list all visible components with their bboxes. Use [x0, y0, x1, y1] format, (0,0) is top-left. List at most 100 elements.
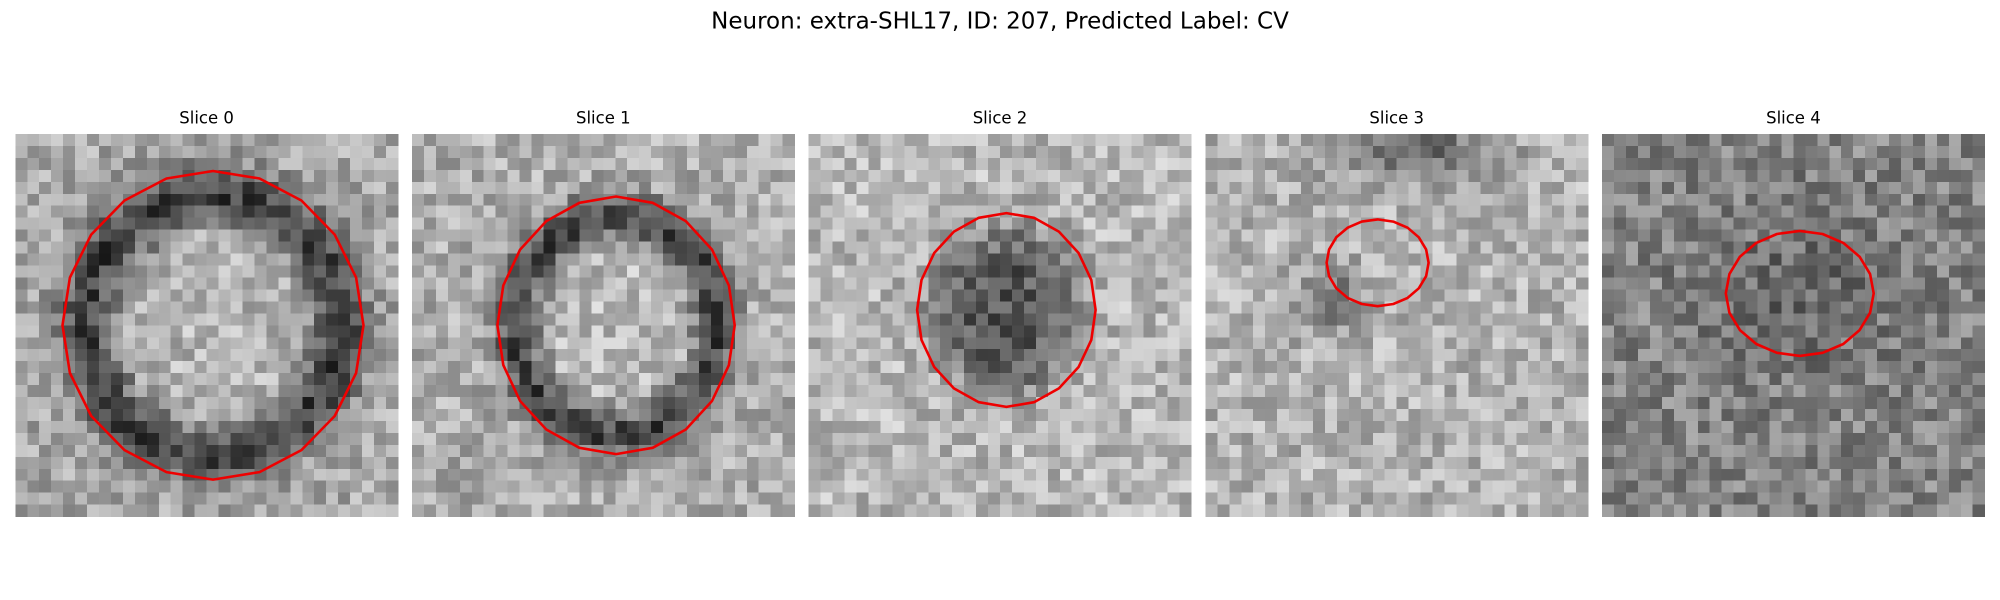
pixel [1265, 229, 1278, 243]
pixel [1769, 277, 1782, 290]
pixel [1143, 432, 1156, 446]
pixel [1576, 373, 1589, 386]
pixel [87, 444, 100, 458]
pixel [832, 504, 845, 517]
pixel [1697, 145, 1711, 159]
pixel [651, 265, 664, 278]
pixel [1853, 301, 1866, 314]
pixel [1468, 253, 1481, 266]
pixel [615, 504, 628, 517]
pixel [1456, 444, 1469, 458]
pixel [1576, 193, 1589, 207]
pixel [350, 145, 363, 159]
pixel [1709, 217, 1723, 231]
pixel [1793, 205, 1806, 219]
pixel [868, 157, 881, 171]
pixel [87, 301, 100, 314]
pixel [651, 157, 664, 171]
pixel [1614, 373, 1627, 386]
pixel [1805, 385, 1818, 398]
pixel [808, 361, 822, 374]
pixel [734, 217, 748, 231]
pixel [1059, 193, 1073, 207]
pixel [1011, 408, 1025, 422]
pixel [75, 205, 88, 219]
pixel [1107, 205, 1120, 219]
pixel [1793, 301, 1806, 314]
pixel [1131, 349, 1144, 362]
pixel [1324, 337, 1338, 350]
pixel [844, 504, 857, 517]
pixel [412, 253, 425, 266]
pixel [770, 337, 784, 350]
pixel [1289, 301, 1302, 314]
pixel [1408, 134, 1422, 147]
pixel [1936, 181, 1950, 195]
pixel [423, 397, 437, 410]
pixel [1709, 169, 1723, 183]
pixel [134, 468, 148, 482]
pixel [1241, 373, 1254, 386]
pixel [1035, 325, 1049, 338]
pixel [134, 229, 148, 243]
pixel [1853, 193, 1866, 207]
pixel [1396, 145, 1410, 159]
pixel [471, 408, 485, 422]
pixel [1889, 134, 1902, 147]
pixel [1241, 301, 1254, 314]
pixel [134, 432, 148, 446]
pixel [302, 325, 315, 338]
pixel [1000, 157, 1013, 171]
pixel [1179, 408, 1192, 422]
pixel [362, 492, 375, 506]
pixel [483, 205, 497, 219]
pixel [1047, 456, 1061, 470]
pixel [39, 193, 52, 207]
pixel [1179, 420, 1192, 434]
pixel [567, 313, 580, 326]
pixel [1504, 325, 1517, 338]
pixel [627, 420, 640, 434]
pixel [1372, 181, 1386, 195]
pixel [302, 373, 315, 386]
pixel [326, 277, 339, 290]
pixel [832, 289, 845, 302]
pixel [1119, 181, 1132, 195]
pixel [507, 337, 521, 350]
pixel [218, 504, 231, 517]
pixel [1324, 480, 1338, 494]
pixel [1733, 432, 1746, 446]
pixel [710, 444, 724, 458]
pixel [170, 265, 184, 278]
pixel [904, 145, 917, 159]
pixel [290, 181, 303, 195]
pixel [856, 468, 869, 482]
pixel [266, 217, 279, 231]
pixel [1576, 349, 1589, 362]
pixel [1131, 492, 1144, 506]
pixel [87, 337, 100, 350]
pixel [892, 408, 905, 422]
pixel [412, 480, 425, 494]
pixel [326, 313, 339, 326]
pixel [1217, 229, 1230, 243]
pixel [1793, 373, 1806, 386]
pixel [519, 456, 532, 470]
pixel [1011, 265, 1025, 278]
pixel [1697, 373, 1711, 386]
pixel [206, 169, 219, 183]
pixel [1083, 169, 1097, 183]
pixel [435, 313, 449, 326]
pixel [1661, 361, 1675, 374]
pixel [338, 337, 351, 350]
pixel [1265, 385, 1278, 398]
pixel [146, 134, 160, 147]
pixel [1673, 229, 1687, 243]
pixel [746, 468, 760, 482]
pixel [710, 217, 724, 231]
pixel [1253, 301, 1266, 314]
pixel [385, 145, 399, 159]
pixel [1769, 253, 1782, 266]
pixel [170, 217, 184, 231]
pixel [1408, 181, 1422, 195]
